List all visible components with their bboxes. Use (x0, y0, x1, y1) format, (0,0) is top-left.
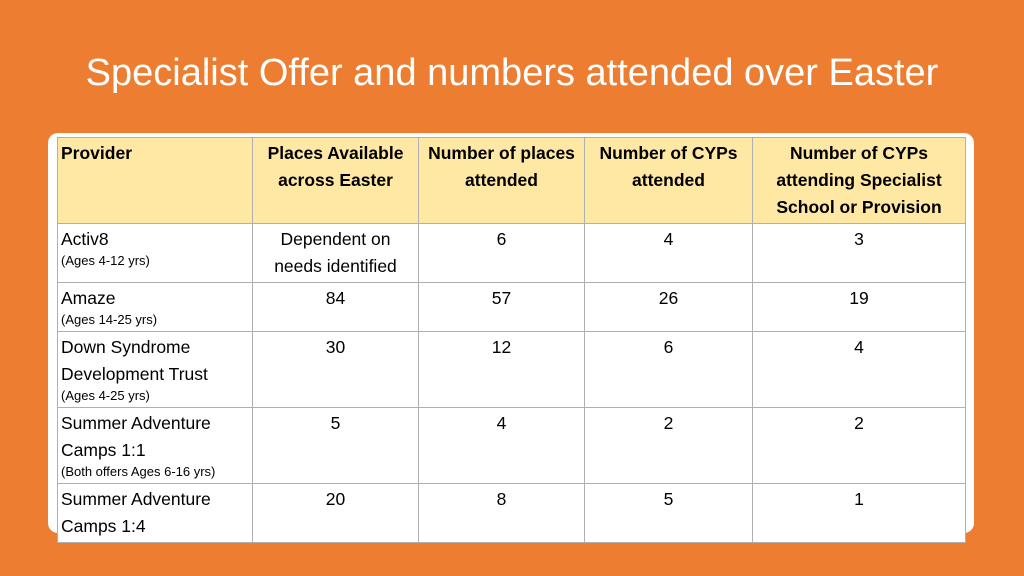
provider-cell: Summer Adventure Camps 1:1 (Both offers … (57, 407, 253, 484)
provider-name: Summer Adventure Camps 1:4 (61, 489, 211, 536)
data-table: Provider Places Available across Easter … (57, 137, 966, 543)
places-attended-cell: 6 (418, 223, 585, 283)
provider-cell: Down Syndrome Development Trust (Ages 4-… (57, 331, 253, 408)
cyps-specialist-cell: 4 (752, 331, 966, 408)
cyps-specialist-cell: 2 (752, 407, 966, 484)
table-panel: Provider Places Available across Easter … (48, 133, 974, 543)
cyps-attended-cell: 2 (584, 407, 753, 484)
age-note: (Ages 14-25 yrs) (61, 312, 158, 327)
cyps-attended-cell: 26 (584, 282, 753, 332)
header-cyps-specialist: Number of CYPs attending Specialist Scho… (752, 137, 966, 224)
table-row: Summer Adventure Camps 1:1 (Both offers … (57, 407, 966, 484)
header-provider: Provider (57, 137, 253, 224)
table-row: Summer Adventure Camps 1:4 20 8 5 1 (57, 483, 966, 543)
age-note: (Both offers Ages 6-16 yrs) (61, 464, 216, 479)
cyps-specialist-cell: 1 (752, 483, 966, 543)
provider-name: Activ8 (61, 229, 109, 249)
provider-name: Down Syndrome Development Trust (61, 337, 208, 384)
places-available-cell: 30 (252, 331, 419, 408)
table-header-row: Provider Places Available across Easter … (57, 137, 966, 224)
header-places-available: Places Available across Easter (252, 137, 419, 224)
places-available-cell: 84 (252, 282, 419, 332)
places-attended-cell: 57 (418, 282, 585, 332)
cyps-attended-cell: 5 (584, 483, 753, 543)
table-row: Down Syndrome Development Trust (Ages 4-… (57, 331, 966, 408)
provider-cell: Summer Adventure Camps 1:4 (57, 483, 253, 543)
header-places-attended: Number of places attended (418, 137, 585, 224)
provider-name: Amaze (61, 288, 116, 308)
table-row: Amaze (Ages 14-25 yrs) 84 57 26 19 (57, 282, 966, 332)
places-attended-cell: 12 (418, 331, 585, 408)
cyps-attended-cell: 6 (584, 331, 753, 408)
places-attended-cell: 8 (418, 483, 585, 543)
provider-name: Summer Adventure Camps 1:1 (61, 413, 211, 460)
places-available-cell: 20 (252, 483, 419, 543)
slide-title: Specialist Offer and numbers attended ov… (85, 52, 939, 94)
provider-cell: Activ8 (Ages 4-12 yrs) (57, 223, 253, 283)
header-cyps-attended: Number of CYPs attended (584, 137, 753, 224)
table-row: Activ8 (Ages 4-12 yrs) Dependent on need… (57, 223, 966, 283)
cyps-specialist-cell: 19 (752, 282, 966, 332)
cyps-attended-cell: 4 (584, 223, 753, 283)
places-available-cell: 5 (252, 407, 419, 484)
cyps-specialist-cell: 3 (752, 223, 966, 283)
places-available-cell: Dependent on needs identified (252, 223, 419, 283)
age-note: (Ages 4-12 yrs) (61, 253, 150, 268)
places-attended-cell: 4 (418, 407, 585, 484)
age-note: (Ages 4-25 yrs) (61, 388, 150, 403)
provider-cell: Amaze (Ages 14-25 yrs) (57, 282, 253, 332)
